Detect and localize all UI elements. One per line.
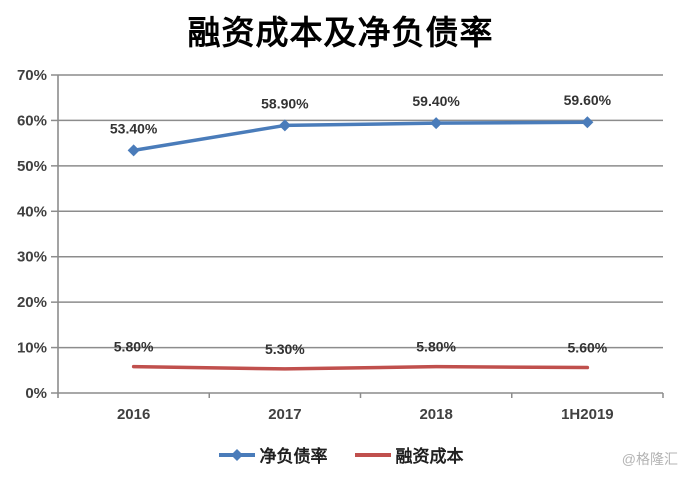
legend-line-sample-financing-cost (354, 452, 391, 457)
net-gearing-point-marker (278, 119, 291, 132)
chart-title: 融资成本及净负债率 (187, 16, 494, 52)
financing-cost-data-label: 5.30% (265, 341, 305, 357)
financing-cost-line (131, 364, 590, 371)
diamond-marker-icon (230, 448, 243, 461)
net-gearing-data-label: 59.40% (412, 93, 460, 109)
net-gearing-point-marker (127, 144, 140, 157)
x-axis-tick-label: 2016 (117, 406, 150, 423)
x-axis-tick-label: 2017 (268, 406, 301, 423)
y-axis-tick-label: 10% (17, 340, 47, 357)
y-axis-tick-label: 30% (17, 249, 47, 266)
x-axis-tick-label: 1H2019 (561, 406, 614, 423)
x-axis-tick-label: 2018 (419, 406, 452, 423)
financing-cost-data-label: 5.80% (416, 339, 456, 355)
legend-label-financing-cost: 融资成本 (395, 447, 464, 466)
y-axis-tick-label: 60% (17, 112, 47, 129)
legend-item-net-gearing: 净负债率 (218, 442, 328, 467)
legend-item-financing-cost: 融资成本 (354, 442, 464, 467)
net-gearing-data-label: 58.90% (261, 95, 309, 111)
y-axis-tick-label: 40% (17, 203, 47, 220)
financing-cost-data-label: 5.60% (568, 340, 608, 356)
net-gearing-data-label: 53.40% (110, 120, 158, 136)
net-gearing-data-label: 59.60% (564, 92, 612, 108)
y-axis-tick-label: 20% (17, 294, 47, 311)
net-gearing-point-marker (581, 116, 594, 129)
financing-cost-data-label: 5.80% (114, 339, 154, 355)
y-axis-tick-label: 70% (17, 67, 47, 84)
legend: 净负债率 融资成本 (0, 442, 681, 467)
legend-label-net-gearing: 净负债率 (259, 447, 328, 466)
net-gearing-point-marker (430, 117, 443, 130)
y-axis-tick-label: 0% (25, 385, 47, 402)
legend-line-sample-net-gearing (218, 448, 255, 461)
net-gearing-line (131, 120, 590, 153)
watermark: @格隆汇 (621, 451, 678, 467)
y-axis-tick-label: 50% (17, 158, 47, 175)
